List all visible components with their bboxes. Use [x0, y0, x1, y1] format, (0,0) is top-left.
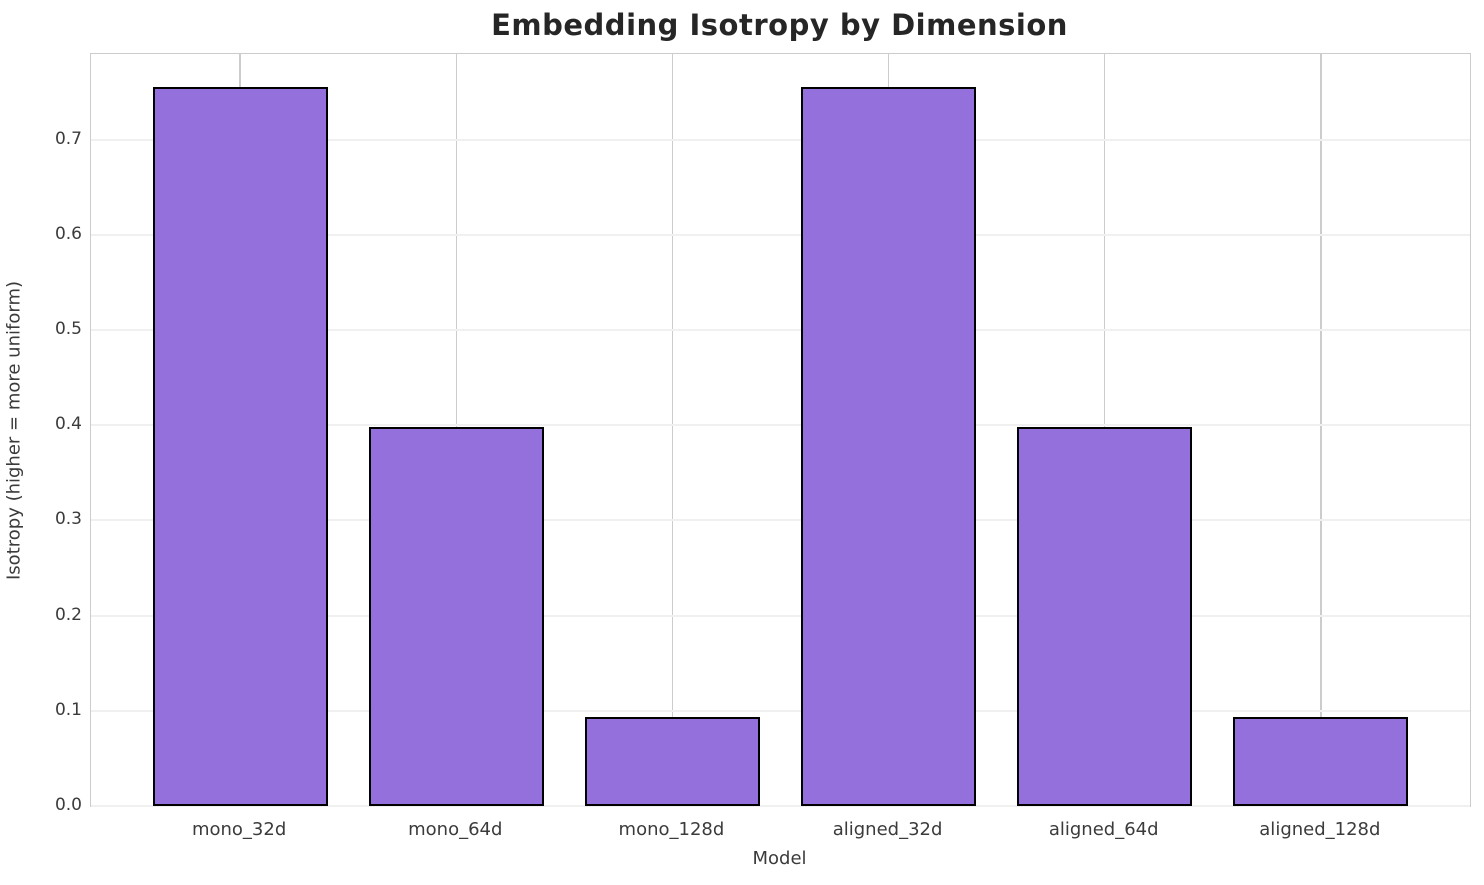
vertical-gridline	[1320, 54, 1322, 806]
horizontal-gridline	[91, 233, 1470, 236]
x-tick-label-mono_128d: mono_128d	[618, 819, 725, 840]
horizontal-gridline	[91, 709, 1470, 712]
bar-aligned_64d	[1017, 427, 1193, 806]
y-tick-label: 0.2	[54, 604, 82, 625]
x-tick-label-aligned_32d: aligned_32d	[832, 819, 943, 840]
y-tick-label: 0.6	[54, 223, 82, 244]
x-tick-label-mono_64d: mono_64d	[408, 819, 503, 840]
y-tick-label: 0.0	[54, 795, 82, 815]
horizontal-gridline	[91, 519, 1470, 522]
y-tick-label: 0.1	[54, 699, 82, 720]
y-tick-label: 0.7	[54, 128, 82, 149]
x-axis-label: Model	[752, 848, 807, 869]
vertical-gridline	[671, 54, 674, 806]
y-tick-label: 0.4	[54, 414, 82, 435]
horizontal-gridline	[91, 138, 1470, 141]
x-tick-label-aligned_128d: aligned_128d	[1259, 819, 1381, 840]
x-tick-label-aligned_64d: aligned_64d	[1048, 819, 1159, 840]
y-tick-label: 0.5	[54, 319, 82, 340]
bar-mono_32d	[152, 87, 328, 806]
bar-mono_128d	[584, 717, 760, 806]
bar-aligned_128d	[1233, 717, 1409, 806]
horizontal-gridline	[91, 805, 1470, 807]
y-tick-label: 0.3	[54, 509, 82, 530]
horizontal-gridline	[91, 424, 1470, 427]
plot-area	[90, 53, 1471, 807]
horizontal-gridline	[91, 614, 1470, 617]
chart-title: Embedding Isotropy by Dimension	[491, 8, 1068, 42]
horizontal-gridline	[91, 329, 1470, 332]
x-tick-label-mono_32d: mono_32d	[191, 819, 287, 840]
bar-mono_64d	[368, 427, 544, 806]
bar-aligned_32d	[801, 87, 977, 806]
